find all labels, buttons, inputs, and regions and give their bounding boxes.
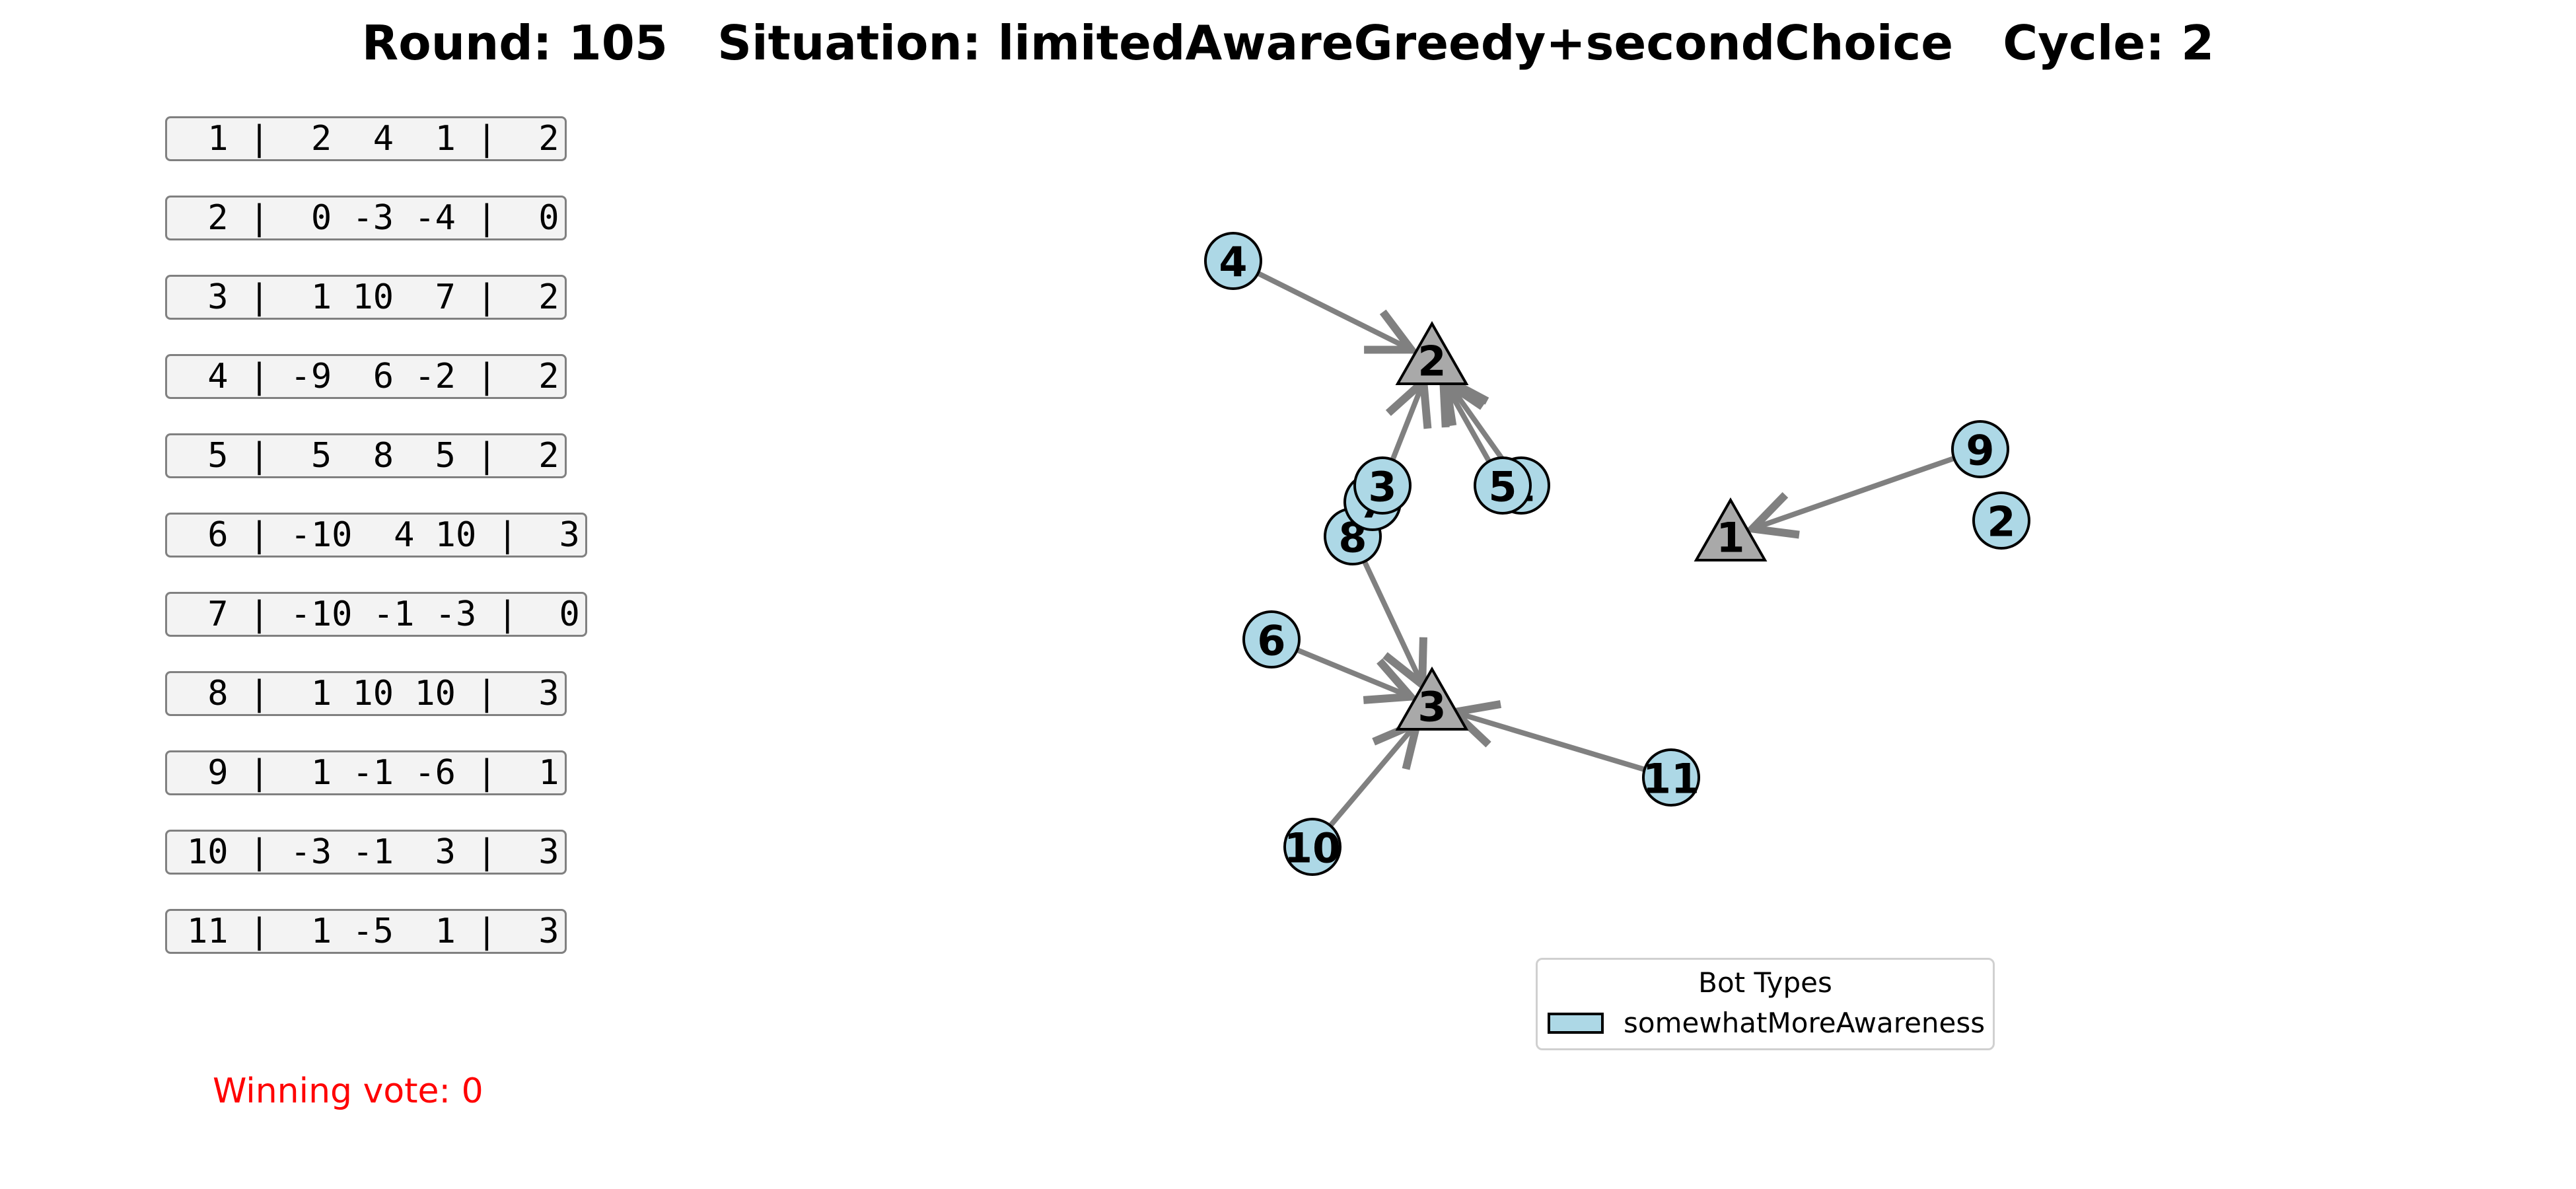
- vote-row-bot-11: 11 | 1 -5 1 | 3: [165, 909, 567, 954]
- edge-bot-8-to-candidate-3: [1362, 560, 1422, 684]
- vote-row-bot-6: 6 | -10 4 10 | 3: [165, 513, 587, 558]
- vote-row-bot-7: 7 | -10 -1 -3 | 0: [165, 592, 587, 637]
- edge-bot-1-to-candidate-2: [1445, 379, 1507, 465]
- bot-label-6: 6: [1257, 617, 1285, 665]
- candidate-triangle-2: [1395, 320, 1469, 385]
- legend-item-label: somewhatMoreAwareness: [1624, 1007, 1986, 1039]
- edge-bot-10-to-candidate-3: [1328, 723, 1417, 828]
- bot-circle-3: [1353, 456, 1412, 515]
- bot-circle-5: [1474, 456, 1532, 515]
- bot-node-10: 10: [1283, 818, 1342, 876]
- vote-row-bot-3: 3 | 1 10 7 | 2: [165, 275, 567, 320]
- bot-circle-9: [1951, 420, 2009, 478]
- legend-swatch: [1548, 1013, 1604, 1034]
- bot-node-9: 9: [1951, 420, 2009, 478]
- candidate-triangle-1: [1694, 497, 1768, 561]
- bot-label-10: 10: [1284, 824, 1341, 873]
- bot-node-6: 6: [1242, 610, 1301, 668]
- bot-label-11: 11: [1643, 755, 1699, 803]
- bots-layer: 2911106154873: [1204, 232, 2030, 876]
- bot-circle-11: [1642, 748, 1700, 807]
- candidate-label-2: 2: [1417, 338, 1446, 386]
- bot-label-5: 5: [1488, 463, 1517, 511]
- bot-circle-10: [1283, 818, 1342, 876]
- edges-layer: [1256, 271, 1955, 828]
- candidate-node-2: 2: [1395, 320, 1469, 386]
- vote-row-bot-9: 9 | 1 -1 -6 | 1: [165, 750, 567, 795]
- candidate-triangle-3: [1395, 666, 1469, 731]
- bot-label-2: 2: [1987, 498, 2015, 546]
- edge-bot-3-to-candidate-2: [1392, 382, 1423, 461]
- candidate-label-3: 3: [1417, 683, 1446, 731]
- vote-row-bot-5: 5 | 5 8 5 | 2: [165, 433, 567, 478]
- bot-label-9: 9: [1966, 427, 1994, 475]
- vote-row-bot-10: 10 | -3 -1 3 | 3: [165, 830, 567, 875]
- edge-bot-4-to-candidate-2: [1256, 271, 1412, 350]
- winning-vote-text: Winning vote: 0: [213, 1071, 483, 1111]
- candidate-node-3: 3: [1395, 666, 1469, 731]
- vote-row-bot-8: 8 | 1 10 10 | 3: [165, 671, 567, 716]
- bot-circle-6: [1242, 610, 1301, 668]
- bot-circle-4: [1204, 232, 1262, 290]
- bot-node-3: 3: [1353, 456, 1412, 515]
- bot-label-4: 4: [1219, 238, 1247, 287]
- vote-row-bot-2: 2 | 0 -3 -4 | 0: [165, 196, 567, 240]
- candidate-label-1: 1: [1716, 514, 1744, 562]
- bot-node-4: 4: [1204, 232, 1262, 290]
- bot-node-11: 11: [1642, 748, 1700, 807]
- edge-bot-6-to-candidate-3: [1296, 647, 1411, 697]
- legend: Bot Types somewhatMoreAwareness: [1536, 958, 1995, 1050]
- bot-node-2: 2: [1972, 491, 2030, 550]
- bot-label-3: 3: [1368, 463, 1396, 511]
- bot-node-5: 5: [1474, 456, 1532, 515]
- legend-title: Bot Types: [1698, 966, 1832, 999]
- page-title: Round: 105 Situation: limitedAwareGreedy…: [361, 15, 2215, 71]
- candidates-layer: 1 2 3: [1395, 320, 1768, 731]
- vote-row-bot-4: 4 | -9 6 -2 | 2: [165, 354, 567, 399]
- candidate-node-1: 1: [1694, 497, 1768, 562]
- bot-circle-2: [1972, 491, 2030, 550]
- edge-bot-5-to-candidate-2: [1443, 380, 1491, 463]
- edge-bot-11-to-candidate-3: [1454, 712, 1645, 772]
- edge-bot-9-to-candidate-1: [1752, 456, 1955, 529]
- vote-row-bot-1: 1 | 2 4 1 | 2: [165, 116, 567, 161]
